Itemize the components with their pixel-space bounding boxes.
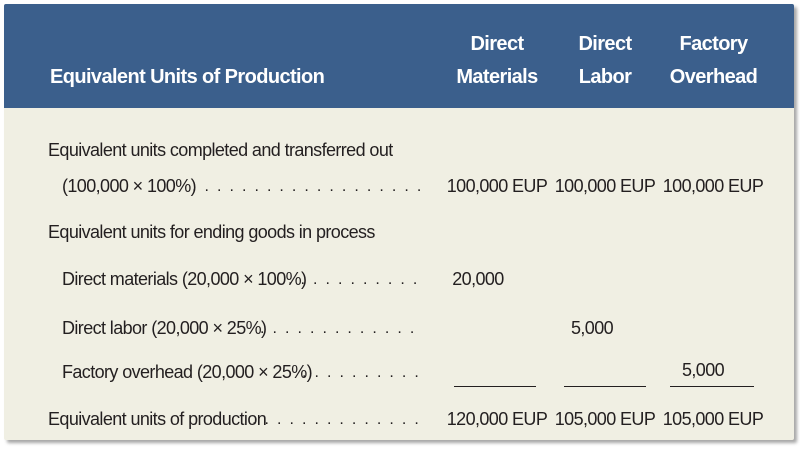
column-factory-overhead-line1: Factory [679, 33, 748, 55]
completed-leader-dots: . . . . . . . . . . . . . . . . . . . . … [192, 178, 422, 195]
total-value-factory-overhead: 105,000 EUP [662, 409, 764, 429]
table-header: Equivalent Units of Production Direct Ma… [4, 4, 794, 108]
column-factory-overhead: Factory Overhead [666, 28, 761, 94]
subtotal-rule-factory-overhead [670, 386, 754, 387]
direct-labor-leader-dots: . . . . . . . . . . . . . . . . . . . . … [260, 320, 422, 337]
subtotal-rule-direct-materials [454, 386, 536, 387]
factory-overhead-label: Factory overhead (20,000 × 25%) [62, 362, 313, 382]
direct-materials-leader-dots: . . . . . . . . . . . . . . . . . . . . … [288, 271, 422, 288]
completed-label-line2: (100,000 × 100%) [62, 176, 197, 196]
column-factory-overhead-line2: Overhead [669, 66, 758, 88]
eup-table-panel: Equivalent Units of Production Direct Ma… [4, 4, 794, 440]
column-direct-labor: Direct Labor [560, 28, 650, 94]
column-direct-labor-line1: Direct [578, 33, 632, 55]
direct-materials-value: 20,000 [452, 269, 504, 289]
subtotal-rule-direct-labor [564, 386, 646, 387]
total-value-direct-labor: 105,000 EUP [554, 409, 656, 429]
column-direct-materials-line2: Materials [456, 66, 538, 88]
direct-materials-label: Direct materials (20,000 × 100%) [62, 269, 307, 289]
completed-label-line1: Equivalent units completed and transferr… [48, 140, 393, 160]
total-value-direct-materials: 120,000 EUP [446, 409, 548, 429]
factory-overhead-leader-dots: . . . . . . . . . . . . . . . . . . . . … [302, 364, 422, 381]
total-leader-dots: . . . . . . . . . . . . . . . . . . . . … [252, 411, 422, 428]
total-label: Equivalent units of production [48, 409, 267, 429]
completed-value-direct-materials: 100,000 EUP [446, 176, 548, 196]
direct-labor-value: 5,000 [570, 318, 614, 338]
completed-value-factory-overhead: 100,000 EUP [662, 176, 764, 196]
direct-labor-label: Direct labor (20,000 × 25%) [62, 318, 267, 338]
header-title: Equivalent Units of Production [50, 66, 325, 88]
factory-overhead-value: 5,000 [681, 360, 725, 380]
column-direct-labor-line2: Labor [578, 66, 632, 88]
column-direct-materials-line1: Direct [470, 33, 524, 55]
ending-goods-heading: Equivalent units for ending goods in pro… [48, 222, 375, 242]
completed-value-direct-labor: 100,000 EUP [554, 176, 656, 196]
column-direct-materials: Direct Materials [452, 28, 542, 94]
